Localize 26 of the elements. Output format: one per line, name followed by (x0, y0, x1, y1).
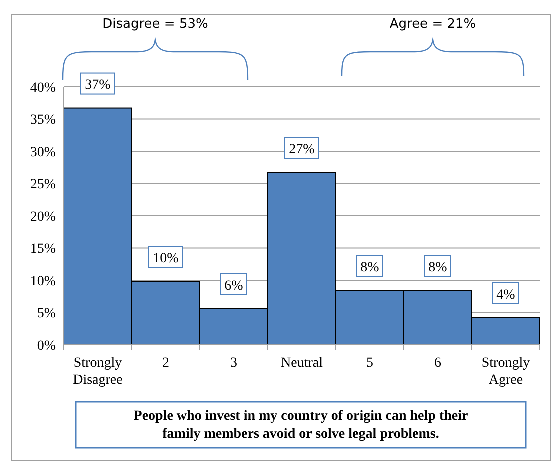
y-tick-label: 25% (30, 178, 56, 193)
y-tick-label: 40% (30, 80, 56, 96)
y-tick-label: 10% (30, 274, 56, 290)
y-tick-label: 30% (30, 145, 56, 160)
y-tick-label: 35% (30, 113, 56, 128)
x-tick-label: Neutral (281, 356, 324, 371)
y-tick-label: 20% (30, 210, 56, 225)
data-label: 10% (153, 252, 180, 267)
data-label: 8% (360, 260, 380, 276)
x-tick-label: 2 (162, 356, 170, 371)
x-tick-label: Strongly Agree (482, 356, 530, 388)
data-label: 4% (496, 288, 516, 303)
y-tick-label: 5% (37, 306, 56, 322)
x-tick-label: 5 (366, 356, 374, 371)
data-label: 27% (289, 142, 316, 158)
x-tick-label: Strongly Disagree (73, 356, 123, 388)
text: Disagree = 53% (102, 17, 208, 32)
text: People who invest in my country of origin can help their family members avoid or solve legal problems. (134, 409, 468, 442)
x-tick-label: 3 (230, 356, 238, 371)
data-label: 8% (428, 260, 448, 276)
data-label: 37% (85, 78, 112, 94)
y-tick-label: 0% (37, 338, 56, 354)
text: Agree = 21% (390, 17, 476, 32)
data-label: 6% (224, 278, 244, 294)
y-tick-label: 15% (30, 242, 56, 258)
x-tick-label: 6 (434, 356, 442, 371)
